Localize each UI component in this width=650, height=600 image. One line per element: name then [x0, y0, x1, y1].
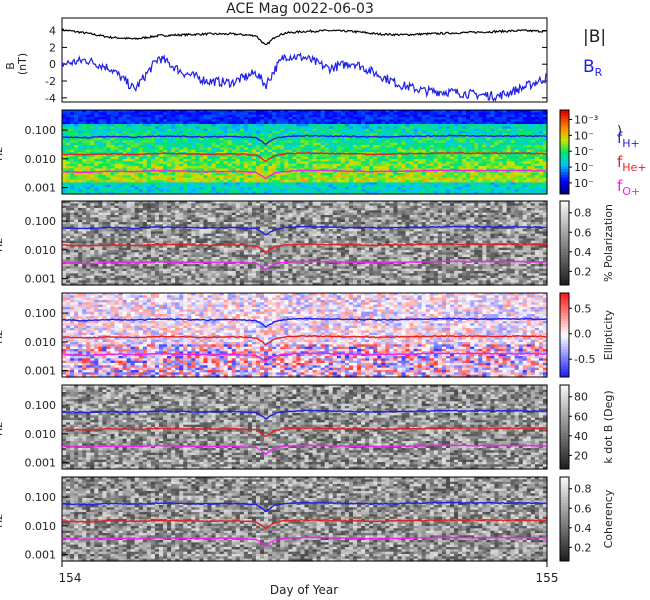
spectrogram-image: [62, 110, 548, 195]
legend-Btot: |B|: [583, 27, 606, 47]
colorbar-tick-label: 10⁻: [574, 177, 594, 190]
b-series-BR: [62, 54, 547, 101]
colorbar-tick-label: 10⁻³: [574, 114, 598, 127]
b-ytick-label: 0: [49, 58, 56, 71]
freq-axis-label: Hz: [0, 147, 5, 161]
colorbar-tick-label: 10⁻: [574, 161, 594, 174]
b-ytick-label: 2: [49, 41, 56, 54]
b-series-Btot: [62, 29, 547, 44]
magnetic-field-panel: B (nT) -4 -2 0 2 4 |B| BR: [4, 18, 606, 105]
colorbar-tick-label: 10⁻: [574, 145, 594, 158]
colorbar-tick-label: 10⁻: [574, 129, 594, 142]
spectrogram-image: [62, 201, 548, 286]
b-axis-unit: (nT): [16, 53, 29, 75]
b-ytick-label: 4: [49, 25, 56, 38]
legend-BR-main: B: [583, 57, 595, 77]
b-ytick-label: -2: [45, 75, 56, 88]
spectral-panels: 0.001 0.010 0.100 Hz 10⁻ 10⁻ 10⁻ 10⁻ 10⁻³ 0.0010.…: [0, 110, 615, 562]
b-series-group: [62, 29, 547, 100]
legend-BR-sub: R: [595, 66, 603, 79]
b-yticks: -4 -2 0 2 4: [45, 25, 547, 105]
freq-ytick-label: 0.010: [25, 153, 57, 166]
colorbar: 10⁻ 10⁻ 10⁻ 10⁻ 10⁻³: [560, 110, 598, 195]
figure-title: ACE Mag 0022-06-03: [226, 1, 374, 17]
b-ytick-label: -4: [45, 92, 56, 105]
legend-BR: BR: [583, 57, 603, 79]
freq-ytick-label: 0.001: [25, 182, 57, 195]
spectral-panel-1: 0.001 0.010 0.100 Hz 10⁻ 10⁻ 10⁻ 10⁻ 10⁻³: [0, 110, 598, 195]
spectral-panel-2: 0.0010.0100.100Hz0.20.40.60.8% Polarizat…: [0, 201, 615, 286]
freq-ytick-label: 0.100: [25, 124, 57, 137]
